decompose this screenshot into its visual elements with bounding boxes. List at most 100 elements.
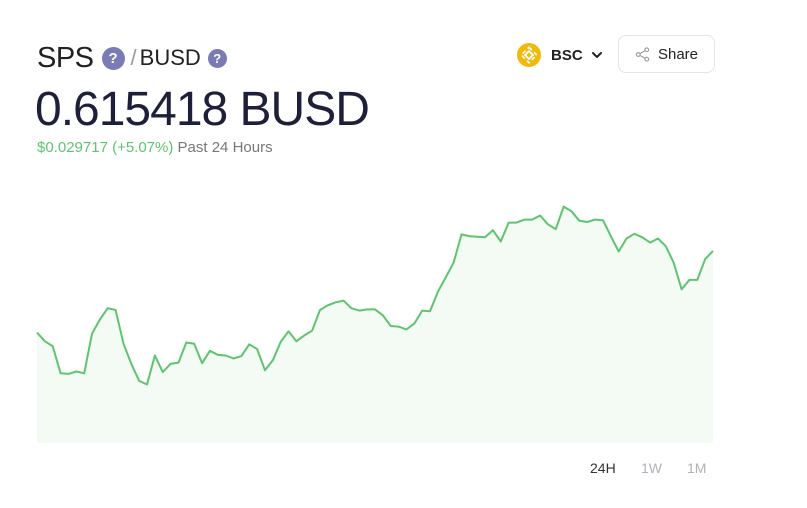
chart-point-49 bbox=[420, 309, 424, 313]
chart-point-21 bbox=[200, 361, 204, 365]
chart-point-68 bbox=[570, 209, 574, 213]
share-button[interactable]: Share bbox=[618, 35, 715, 73]
chart-point-44 bbox=[381, 313, 385, 317]
chart-series-line bbox=[36, 205, 714, 386]
chart-point-41 bbox=[357, 309, 361, 313]
chart-point-70 bbox=[585, 220, 589, 224]
chart-point-47 bbox=[404, 328, 408, 332]
chart-point-10 bbox=[114, 308, 118, 312]
base-token-help-icon[interactable]: ? bbox=[101, 46, 125, 70]
chart-point-86 bbox=[711, 249, 715, 253]
chart-point-59 bbox=[499, 240, 503, 244]
chart-point-19 bbox=[184, 341, 188, 345]
network-label: BSC bbox=[551, 46, 583, 64]
chart-point-79 bbox=[656, 237, 660, 241]
pair-separator: / bbox=[130, 45, 137, 70]
chart-point-22 bbox=[208, 349, 212, 353]
chart-point-14 bbox=[145, 383, 149, 387]
chart-point-66 bbox=[554, 227, 558, 231]
chart-point-36 bbox=[318, 308, 322, 312]
chart-point-38 bbox=[334, 300, 338, 304]
trading-pair: SPS ? / BUSD ? bbox=[37, 40, 227, 76]
chart-point-74 bbox=[617, 250, 621, 254]
chart-point-48 bbox=[412, 322, 416, 326]
chart-point-26 bbox=[239, 354, 243, 358]
price-change: $0.029717 (+5.07%) Past 24 Hours bbox=[37, 139, 273, 156]
price-change-value: $0.029717 (+5.07%) bbox=[37, 139, 174, 156]
chart-point-61 bbox=[515, 221, 519, 225]
chart-point-0 bbox=[35, 331, 39, 335]
chart-area-fill bbox=[37, 206, 713, 443]
share-icon bbox=[635, 46, 650, 62]
chart-point-85 bbox=[703, 257, 707, 261]
chart-point-8 bbox=[98, 318, 102, 322]
chart-point-27 bbox=[247, 342, 251, 346]
chart-point-39 bbox=[342, 299, 346, 303]
chart-point-34 bbox=[302, 333, 306, 337]
chart-point-23 bbox=[216, 353, 220, 357]
tab-1w[interactable]: 1W bbox=[641, 460, 662, 476]
chart-point-56 bbox=[475, 235, 479, 239]
quote-token-symbol: BUSD bbox=[139, 45, 201, 70]
chart-point-16 bbox=[161, 370, 165, 374]
tab-1m[interactable]: 1M bbox=[687, 460, 707, 476]
chart-point-17 bbox=[169, 362, 173, 366]
chart-point-64 bbox=[538, 214, 542, 218]
chart-point-28 bbox=[255, 347, 259, 351]
chart-point-30 bbox=[271, 358, 275, 362]
chart-point-3 bbox=[59, 371, 63, 375]
chart-point-2 bbox=[51, 344, 55, 348]
chart-point-18 bbox=[177, 361, 181, 365]
chart-point-69 bbox=[577, 219, 581, 223]
chart-point-20 bbox=[192, 342, 196, 346]
chart-point-45 bbox=[389, 324, 393, 328]
chart-point-75 bbox=[625, 237, 629, 241]
chart-point-60 bbox=[507, 221, 511, 225]
network-selector[interactable]: BSC bbox=[517, 40, 603, 70]
chart-point-4 bbox=[66, 372, 70, 376]
chart-point-6 bbox=[82, 371, 86, 375]
chart-point-51 bbox=[436, 290, 440, 294]
chart-point-78 bbox=[648, 241, 652, 245]
chart-point-24 bbox=[224, 354, 228, 358]
chart-point-76 bbox=[632, 232, 636, 236]
chart-point-12 bbox=[129, 362, 133, 366]
chart-point-82 bbox=[680, 287, 684, 291]
chart-point-1 bbox=[43, 339, 47, 343]
chart-point-25 bbox=[232, 357, 236, 361]
chart-point-33 bbox=[294, 339, 298, 343]
share-label: Share bbox=[657, 45, 699, 63]
current-price: 0.615418 BUSD bbox=[35, 83, 370, 136]
chart-point-46 bbox=[397, 325, 401, 329]
chart-point-29 bbox=[263, 368, 267, 372]
price-change-period: Past 24 Hours bbox=[177, 139, 273, 156]
chart-point-72 bbox=[601, 218, 605, 222]
chart-point-37 bbox=[326, 303, 330, 307]
chart-point-53 bbox=[452, 261, 456, 265]
chart-point-77 bbox=[640, 235, 644, 239]
chevron-down-icon bbox=[591, 52, 602, 58]
chart-point-50 bbox=[428, 309, 432, 313]
chart-point-40 bbox=[349, 306, 353, 310]
chart-point-83 bbox=[687, 278, 691, 282]
tab-24h[interactable]: 24H bbox=[590, 460, 616, 476]
chart-point-35 bbox=[310, 329, 314, 333]
chart-point-71 bbox=[593, 218, 597, 222]
chart-point-84 bbox=[695, 278, 699, 282]
quote-token-help-icon[interactable]: ? bbox=[207, 48, 227, 68]
base-token-symbol: SPS bbox=[37, 41, 94, 74]
chart-point-63 bbox=[530, 218, 534, 222]
chart-point-65 bbox=[546, 222, 550, 226]
chart-point-43 bbox=[373, 307, 377, 311]
chart-point-67 bbox=[562, 205, 566, 209]
chart-point-13 bbox=[137, 379, 141, 383]
chart-point-11 bbox=[122, 342, 126, 346]
chart-point-15 bbox=[153, 354, 157, 358]
chart-point-62 bbox=[522, 218, 526, 222]
chart-point-57 bbox=[483, 235, 487, 239]
chart-point-5 bbox=[74, 370, 78, 374]
chart-point-7 bbox=[90, 332, 94, 336]
chart-point-9 bbox=[106, 306, 110, 310]
